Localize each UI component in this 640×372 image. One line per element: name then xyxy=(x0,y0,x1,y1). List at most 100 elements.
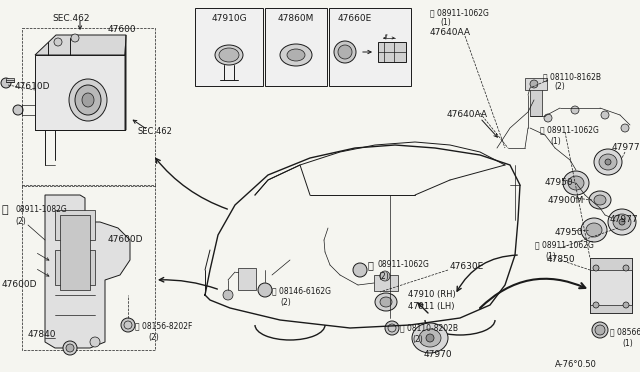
Text: Ⓢ 08566-6162A: Ⓢ 08566-6162A xyxy=(610,327,640,336)
Circle shape xyxy=(90,337,100,347)
Bar xyxy=(238,268,256,290)
Text: Ⓝ: Ⓝ xyxy=(2,205,8,215)
Circle shape xyxy=(595,325,605,335)
Polygon shape xyxy=(60,215,90,290)
Text: Ⓑ 08110-8162B: Ⓑ 08110-8162B xyxy=(543,72,601,81)
Ellipse shape xyxy=(426,334,434,342)
Text: 47970: 47970 xyxy=(424,350,452,359)
Circle shape xyxy=(380,271,390,281)
Text: Ⓑ 08110-8202B: Ⓑ 08110-8202B xyxy=(400,323,458,332)
Ellipse shape xyxy=(69,79,107,121)
Ellipse shape xyxy=(215,45,243,65)
Text: 47910G: 47910G xyxy=(211,14,247,23)
Bar xyxy=(6,78,14,82)
Text: 47640AA: 47640AA xyxy=(430,28,471,37)
Ellipse shape xyxy=(594,195,606,205)
Text: (2): (2) xyxy=(148,333,159,342)
Text: 47977: 47977 xyxy=(612,143,640,152)
Text: 47950: 47950 xyxy=(555,228,584,237)
Text: (2): (2) xyxy=(280,298,291,307)
Text: 08911-1082G: 08911-1082G xyxy=(15,205,67,214)
Text: (2): (2) xyxy=(378,272,388,281)
Ellipse shape xyxy=(82,93,94,107)
Circle shape xyxy=(71,34,79,42)
Text: 47911 (LH): 47911 (LH) xyxy=(408,302,454,311)
Ellipse shape xyxy=(594,149,622,175)
Text: A-76°0.50: A-76°0.50 xyxy=(555,360,597,369)
Bar xyxy=(22,28,155,186)
Text: Ⓑ 08146-6162G: Ⓑ 08146-6162G xyxy=(272,286,331,295)
Circle shape xyxy=(385,321,399,335)
Bar xyxy=(378,42,406,62)
Circle shape xyxy=(571,106,579,114)
Ellipse shape xyxy=(338,45,352,59)
Text: 08911-1062G: 08911-1062G xyxy=(378,260,430,269)
Circle shape xyxy=(63,341,77,355)
Circle shape xyxy=(619,219,625,225)
Ellipse shape xyxy=(563,171,589,195)
Ellipse shape xyxy=(581,218,607,242)
Ellipse shape xyxy=(380,297,392,307)
Text: (2): (2) xyxy=(412,335,423,344)
Circle shape xyxy=(121,318,135,332)
Text: Ⓝ 08911-1062G: Ⓝ 08911-1062G xyxy=(430,8,489,17)
Polygon shape xyxy=(45,195,130,348)
Text: if: if xyxy=(384,34,388,39)
Text: 47910 (RH): 47910 (RH) xyxy=(408,290,456,299)
Circle shape xyxy=(13,105,23,115)
Ellipse shape xyxy=(75,85,101,115)
Bar xyxy=(590,305,632,313)
Text: 47900M: 47900M xyxy=(548,196,584,205)
Polygon shape xyxy=(35,35,126,55)
Circle shape xyxy=(353,263,367,277)
Ellipse shape xyxy=(334,41,356,63)
Circle shape xyxy=(223,290,233,300)
Circle shape xyxy=(593,302,599,308)
Bar xyxy=(329,8,411,86)
Text: Ⓑ 08156-8202F: Ⓑ 08156-8202F xyxy=(135,321,193,330)
Text: 47840: 47840 xyxy=(28,330,56,339)
Bar xyxy=(55,250,95,285)
Circle shape xyxy=(623,302,629,308)
Bar xyxy=(590,258,632,270)
Text: 47610D: 47610D xyxy=(15,82,51,91)
Ellipse shape xyxy=(613,214,631,230)
Ellipse shape xyxy=(589,191,611,209)
Circle shape xyxy=(592,322,608,338)
Circle shape xyxy=(623,265,629,271)
Ellipse shape xyxy=(419,329,441,347)
Circle shape xyxy=(544,114,552,122)
Ellipse shape xyxy=(219,48,239,62)
Circle shape xyxy=(530,80,538,88)
Text: 47977: 47977 xyxy=(610,215,639,224)
Ellipse shape xyxy=(608,209,636,235)
Circle shape xyxy=(601,111,609,119)
Ellipse shape xyxy=(568,176,584,190)
Circle shape xyxy=(621,124,629,132)
Bar xyxy=(22,185,155,350)
Bar xyxy=(374,275,398,291)
Text: (1): (1) xyxy=(545,252,556,261)
Text: 47630E: 47630E xyxy=(450,262,484,271)
Text: (1): (1) xyxy=(622,339,633,348)
Text: 47600: 47600 xyxy=(108,25,136,34)
Text: 47640AA: 47640AA xyxy=(447,110,488,119)
Bar xyxy=(530,88,542,116)
Circle shape xyxy=(593,265,599,271)
Bar xyxy=(265,8,327,86)
Text: Ⓝ: Ⓝ xyxy=(368,260,374,270)
Text: (2): (2) xyxy=(554,82,564,91)
Text: Ⓝ 08911-1062G: Ⓝ 08911-1062G xyxy=(540,125,599,134)
Bar xyxy=(195,8,263,86)
Text: (1): (1) xyxy=(440,18,451,27)
Bar xyxy=(590,258,632,313)
Text: 47850: 47850 xyxy=(547,255,575,264)
Ellipse shape xyxy=(280,44,312,66)
Circle shape xyxy=(258,283,272,297)
Text: (1): (1) xyxy=(550,137,561,146)
Bar xyxy=(55,210,95,240)
Bar xyxy=(525,78,547,90)
Text: 47600D: 47600D xyxy=(2,280,38,289)
Text: 47600D: 47600D xyxy=(108,235,143,244)
Circle shape xyxy=(605,159,611,165)
